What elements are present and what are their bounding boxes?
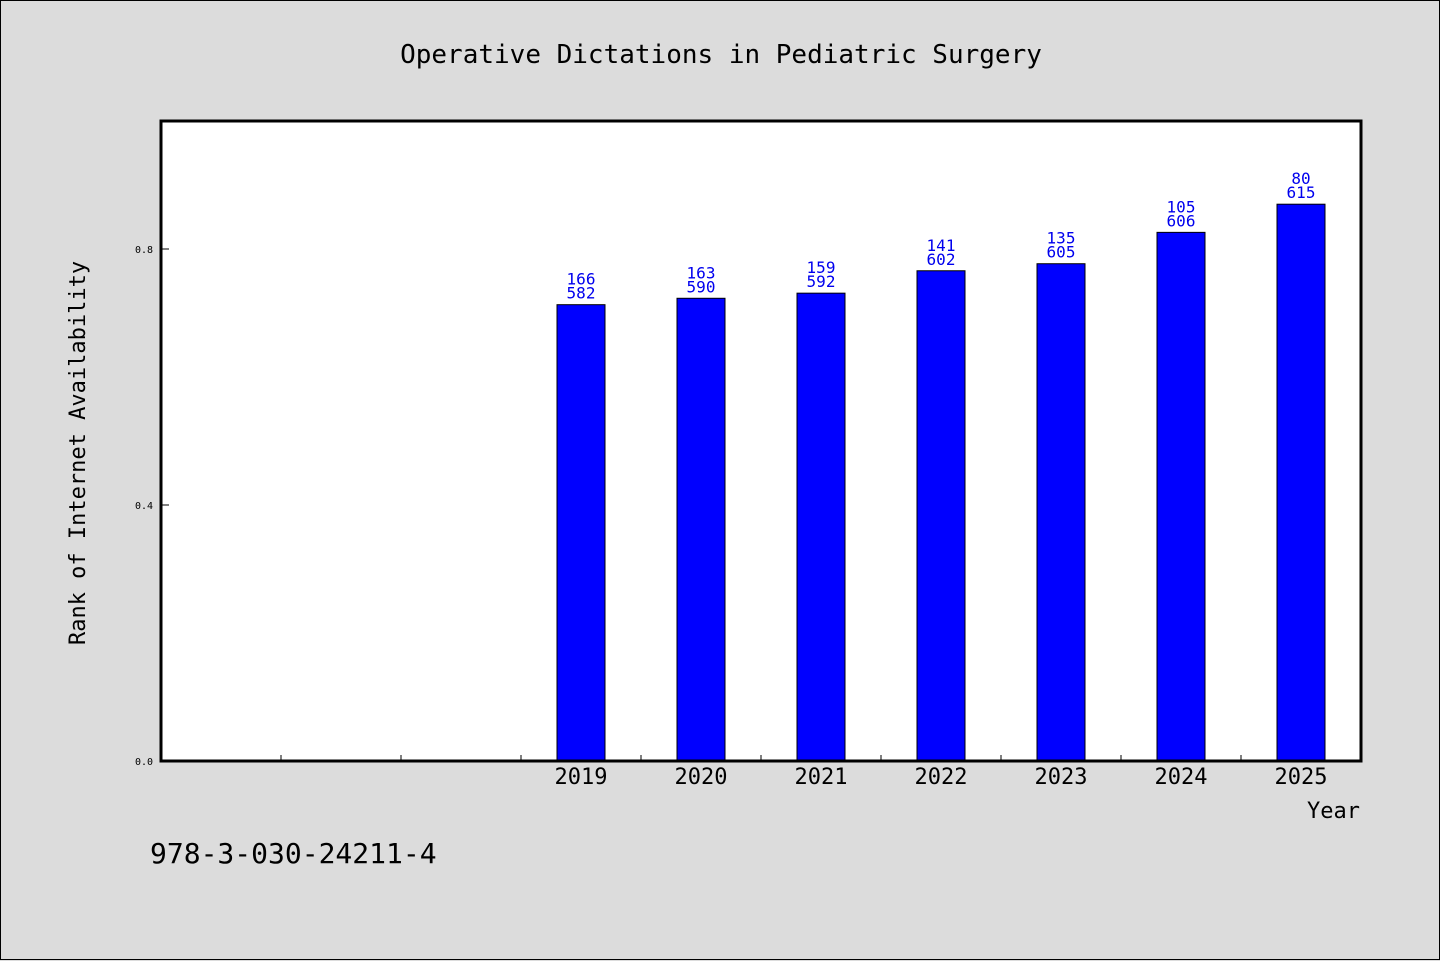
ticks-layer: 0.0 0.4 0.8 2019 2020 2021 2022 2023 2024 2025 <box>135 245 1328 790</box>
x-tick-label: 2024 <box>1155 765 1208 790</box>
x-tick-label: 2020 <box>675 765 728 790</box>
plot-border <box>159 119 1363 763</box>
bar <box>556 304 606 762</box>
bar <box>1276 203 1326 762</box>
y-tick-label: 0.0 <box>135 757 153 768</box>
bar-label-bottom: 590 <box>687 277 716 296</box>
x-tick-label: 2022 <box>915 765 968 790</box>
bar <box>916 270 966 762</box>
bar-label-top: 159 <box>807 258 836 277</box>
x-tick-label: 2019 <box>555 765 608 790</box>
chart-title: Operative Dictations in Pediatric Surger… <box>400 40 1042 70</box>
x-tick-label: 2023 <box>1035 765 1088 790</box>
y-axis-label: Rank of Internet Availability <box>66 261 91 645</box>
bar-label-top: 166 <box>567 270 596 289</box>
x-tick-label: 2021 <box>795 765 848 790</box>
bar-label-bottom: 602 <box>927 250 956 269</box>
bar <box>1036 263 1086 762</box>
bar-label-bottom: 605 <box>1047 243 1076 262</box>
bar-label-top: 141 <box>927 236 956 255</box>
bar-label-bottom: 582 <box>567 284 596 303</box>
bar-label-bottom: 615 <box>1287 183 1316 202</box>
bar <box>796 292 846 762</box>
bar-label-top: 163 <box>687 263 716 282</box>
x-tick-label: 2025 <box>1275 765 1328 790</box>
bar-label-top: 80 <box>1291 169 1310 188</box>
bar <box>1156 231 1206 762</box>
footer-code: 978-3-030-24211-4 <box>150 837 437 870</box>
y-tick-label: 0.8 <box>135 245 153 256</box>
bar <box>676 297 726 762</box>
bar-label-bottom: 592 <box>807 272 836 291</box>
y-tick-label: 0.4 <box>135 501 153 512</box>
x-axis-label: Year <box>1307 799 1360 824</box>
bar-label-bottom: 606 <box>1167 211 1196 230</box>
bar-label-top: 135 <box>1047 229 1076 248</box>
bar-label-top: 105 <box>1167 197 1196 216</box>
